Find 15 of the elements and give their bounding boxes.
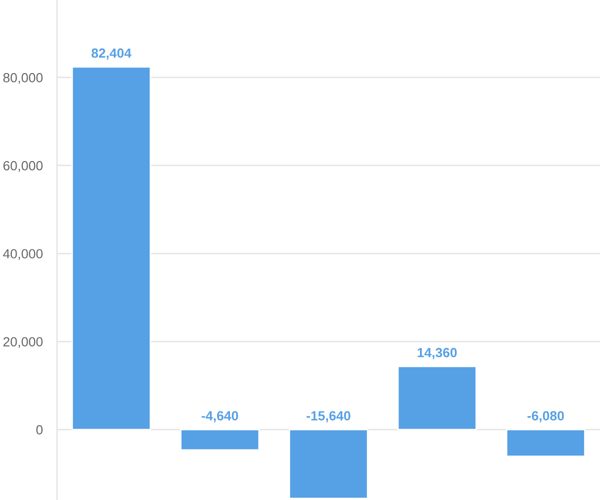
bar	[288, 428, 368, 500]
y-tick-label: 80,000	[3, 73, 43, 84]
bar	[397, 366, 477, 430]
y-tick-label: 20,000	[3, 337, 43, 348]
data-label: -6,080	[528, 411, 564, 422]
y-tick-label: 0	[36, 425, 43, 434]
data-label: 82,404	[92, 48, 132, 60]
bar	[72, 66, 152, 430]
bar	[180, 428, 260, 451]
data-label: -4,640	[202, 411, 238, 422]
y-tick-label: 40,000	[3, 249, 43, 260]
data-label: 14,360	[418, 348, 457, 360]
bar	[506, 428, 586, 458]
y-tick-label: 60,000	[3, 161, 43, 172]
data-label: -15,640	[306, 411, 350, 422]
